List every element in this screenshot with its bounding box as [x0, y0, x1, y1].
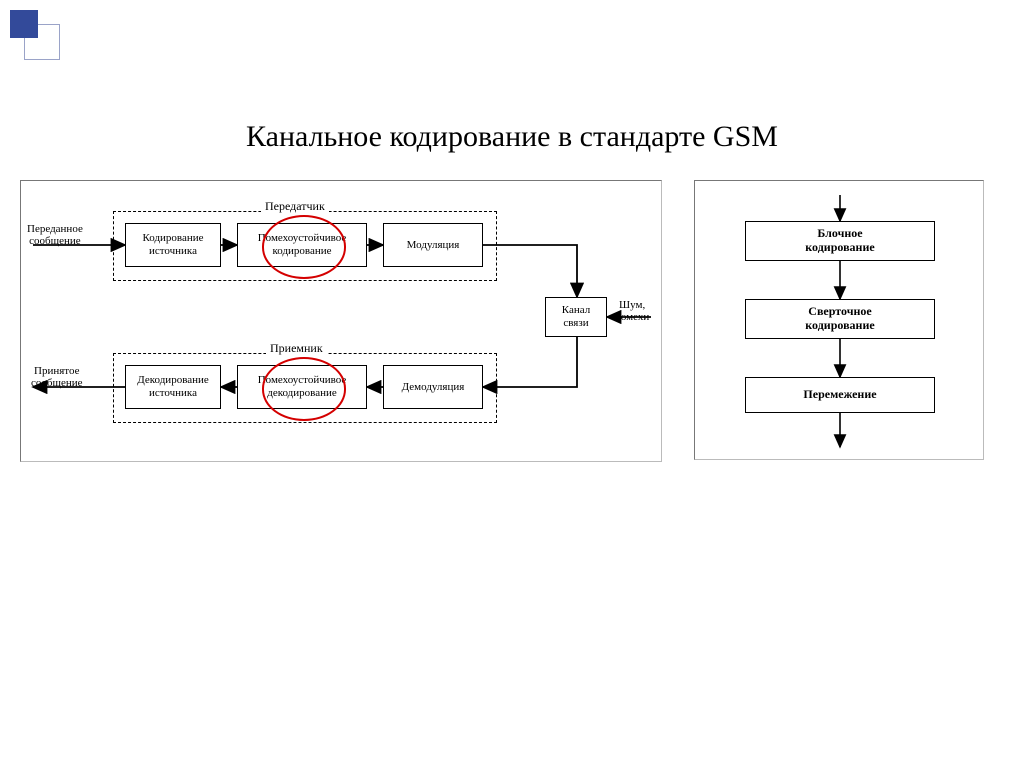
- group-label-transmitter: Передатчик: [261, 199, 329, 214]
- node-src_enc: Кодированиеисточника: [125, 223, 221, 267]
- node-demod: Демодуляция: [383, 365, 483, 409]
- side-node-conv_coding: Сверточноекодирование: [745, 299, 935, 339]
- node-mod: Модуляция: [383, 223, 483, 267]
- highlight-chan_enc: [262, 215, 347, 278]
- group-label-receiver: Приемник: [266, 341, 327, 356]
- node-src_dec: Декодированиеисточника: [125, 365, 221, 409]
- page-title: Канальное кодирование в стандарте GSM: [0, 120, 1024, 154]
- side-node-block_coding: Блочноекодирование: [745, 221, 935, 261]
- node-channel: Каналсвязи: [545, 297, 607, 337]
- side-flowchart: Блочноекодирование Сверточноекодирование П…: [694, 180, 984, 460]
- label-noise: Шум,помехи: [615, 299, 649, 323]
- main-flowchart: ПередатчикПриемникКодированиеисточникаПо…: [20, 180, 662, 462]
- corner-decoration: [10, 10, 70, 70]
- highlight-chan_dec: [262, 357, 347, 420]
- label-rx_msg: Принятоесообщение: [31, 365, 83, 389]
- side-node-interleaving: Перемежение: [745, 377, 935, 413]
- label-tx_msg: Переданноесообщение: [27, 223, 83, 247]
